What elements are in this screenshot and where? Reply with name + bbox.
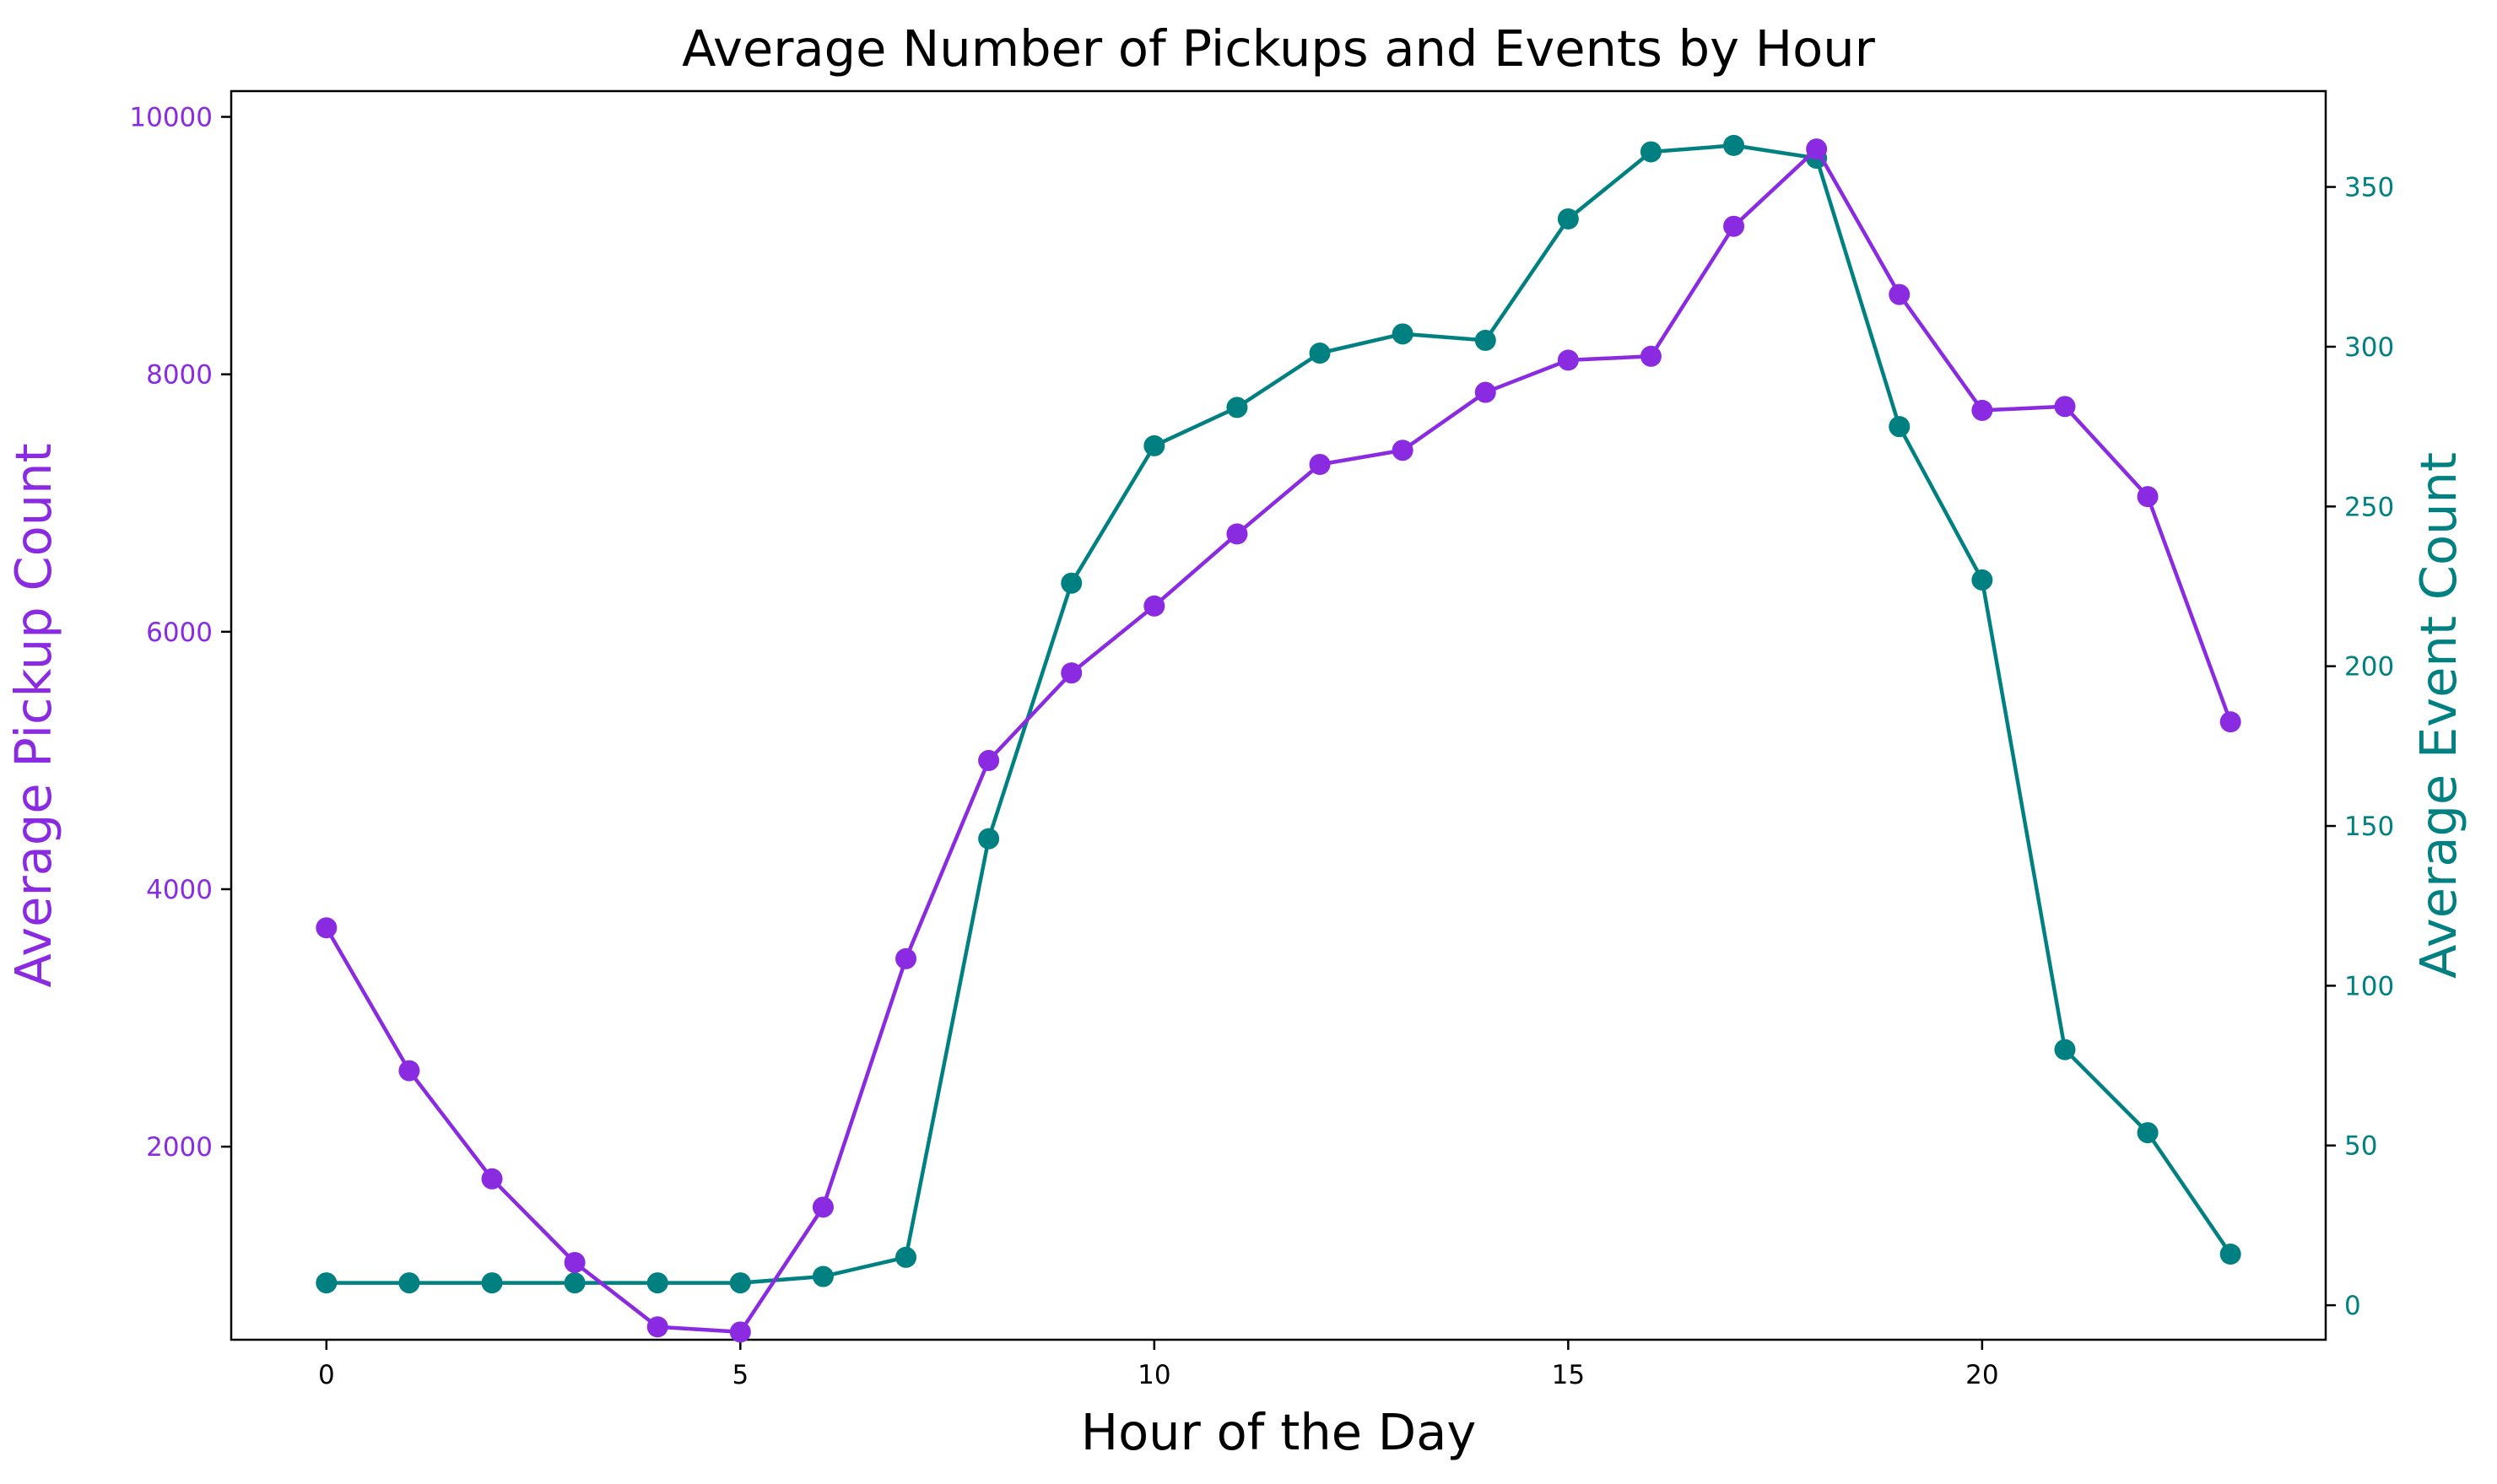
data-point — [316, 1272, 338, 1294]
data-point — [1640, 345, 1662, 367]
data-point — [2137, 1122, 2159, 1144]
left-y-tick-label: 10000 — [129, 103, 213, 133]
right-y-tick-label: 250 — [2344, 492, 2394, 522]
data-point — [481, 1272, 503, 1294]
data-point — [1061, 662, 1083, 684]
data-point — [895, 947, 917, 969]
data-point — [1971, 399, 1993, 421]
data-point — [564, 1272, 586, 1294]
data-point — [1557, 208, 1579, 229]
data-point — [729, 1321, 751, 1343]
data-point — [646, 1316, 668, 1338]
data-point — [812, 1196, 834, 1218]
data-point — [1971, 569, 1993, 591]
right-y-tick-label: 200 — [2344, 652, 2394, 683]
x-axis-label: Hour of the Day — [1081, 1403, 1477, 1461]
right-y-tick-label: 50 — [2344, 1131, 2377, 1162]
data-point — [1557, 349, 1579, 371]
data-point — [2219, 1244, 2241, 1265]
right-y-axis-label: Average Event Count — [2409, 452, 2467, 979]
data-point — [1226, 523, 1248, 545]
x-axis-ticks: 0 5 10 15 20 — [318, 1340, 1999, 1390]
data-point — [1889, 283, 1911, 305]
chart-title: Average Number of Pickups and Events by … — [682, 19, 1875, 78]
x-tick-label: 10 — [1138, 1360, 1170, 1390]
data-point — [646, 1272, 668, 1294]
right-y-tick-label: 350 — [2344, 173, 2394, 203]
data-point — [729, 1272, 751, 1294]
data-point — [1309, 453, 1331, 475]
right-y-tick-label: 0 — [2344, 1291, 2361, 1321]
x-tick-label: 5 — [732, 1360, 749, 1390]
data-point — [1723, 215, 1745, 237]
data-point — [2219, 711, 2241, 733]
data-point — [978, 828, 1000, 850]
left-y-axis-ticks: 2000 4000 6000 8000 10000 — [129, 103, 231, 1163]
data-point — [564, 1251, 586, 1273]
left-y-tick-label: 6000 — [146, 618, 213, 648]
data-point — [316, 917, 338, 939]
right-y-tick-label: 300 — [2344, 332, 2394, 363]
data-point — [2054, 396, 2076, 418]
data-point — [398, 1060, 420, 1082]
data-point — [1723, 134, 1745, 156]
data-point — [1309, 343, 1331, 364]
series-layer — [316, 134, 2241, 1343]
data-point — [1392, 440, 1413, 461]
x-tick-label: 20 — [1965, 1360, 1998, 1390]
left-y-tick-label: 2000 — [146, 1132, 213, 1163]
data-point — [1806, 138, 1828, 160]
x-tick-label: 0 — [318, 1360, 335, 1390]
data-point — [1474, 329, 1496, 351]
data-point — [481, 1168, 503, 1190]
left-y-tick-label: 4000 — [146, 875, 213, 905]
data-point — [2137, 486, 2159, 508]
right-y-tick-label: 150 — [2344, 812, 2394, 842]
x-tick-label: 15 — [1552, 1360, 1585, 1390]
data-point — [1640, 141, 1662, 163]
data-point — [1061, 572, 1083, 594]
data-point — [978, 749, 1000, 771]
right-y-axis-ticks: 0 50 100 150 200 250 300 350 — [2326, 173, 2394, 1321]
data-point — [1226, 397, 1248, 418]
left-y-tick-label: 8000 — [146, 360, 213, 391]
data-point — [812, 1265, 834, 1287]
event-series — [316, 134, 2241, 1294]
data-point — [1143, 434, 1165, 456]
data-point — [2054, 1039, 2076, 1060]
series-line — [324, 147, 2233, 1335]
pickup-series — [316, 138, 2241, 1343]
data-point — [895, 1246, 917, 1268]
data-point — [398, 1272, 420, 1294]
left-y-axis-label: Average Pickup Count — [4, 443, 62, 987]
right-y-tick-label: 100 — [2344, 971, 2394, 1001]
data-point — [1889, 416, 1911, 438]
data-point — [1392, 323, 1413, 345]
data-point — [1474, 381, 1496, 403]
data-point — [1143, 595, 1165, 617]
series-line — [326, 143, 2233, 1285]
plot-area-frame — [230, 89, 2327, 1341]
